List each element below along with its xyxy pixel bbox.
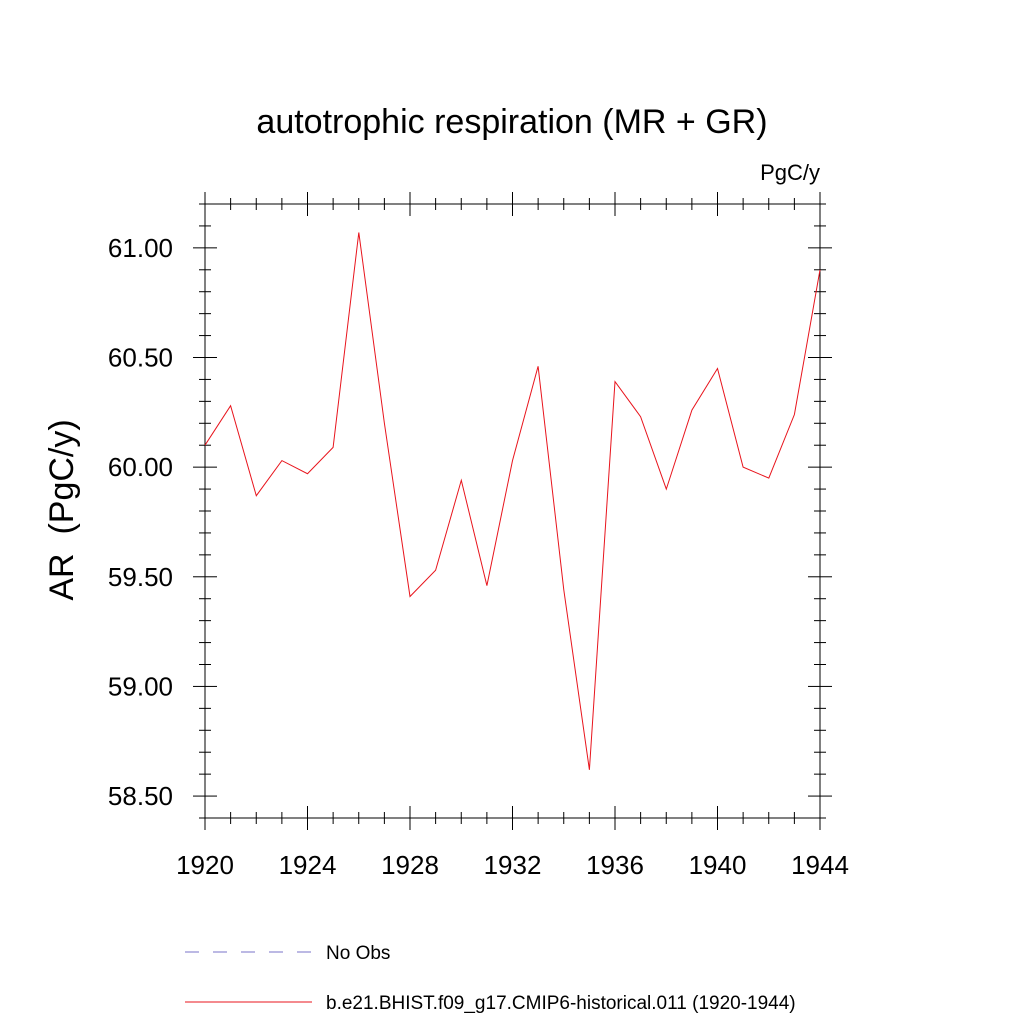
chart-title: autotrophic respiration (MR + GR) xyxy=(256,103,767,141)
plot-frame xyxy=(204,203,821,819)
y-tick-label: 58.50 xyxy=(108,781,173,811)
x-tick-label: 1932 xyxy=(484,850,542,880)
data-point xyxy=(460,479,463,482)
x-tick-label: 1940 xyxy=(689,850,747,880)
data-point xyxy=(204,444,207,447)
data-point xyxy=(511,459,514,462)
series-line xyxy=(204,232,821,770)
legend-label: No Obs xyxy=(326,943,390,964)
data-point xyxy=(588,768,591,771)
data-point xyxy=(793,413,796,416)
x-tick-label: 1924 xyxy=(279,850,337,880)
data-point xyxy=(409,595,412,598)
y-tick-label: 59.00 xyxy=(108,671,173,701)
data-point xyxy=(690,409,693,412)
x-tick-label: 1928 xyxy=(381,850,439,880)
data-point xyxy=(562,588,565,591)
data-point xyxy=(742,466,745,469)
y-tick-label: 59.50 xyxy=(108,562,173,592)
legend-label: b.e21.BHIST.f09_g17.CMIP6-historical.011… xyxy=(326,993,796,1014)
x-tick-label: 1936 xyxy=(586,850,644,880)
series-layer xyxy=(204,231,822,771)
axis-ticks xyxy=(193,192,832,830)
data-point xyxy=(537,365,540,368)
data-point xyxy=(665,488,668,491)
data-point xyxy=(434,569,437,572)
y-tick-label: 60.50 xyxy=(108,343,173,373)
legend: No Obs b.e21.BHIST.f09_g17.CMIP6-historic… xyxy=(185,943,796,1014)
data-point xyxy=(614,380,617,383)
data-point xyxy=(357,231,360,234)
data-point xyxy=(280,459,283,462)
data-point xyxy=(819,268,822,271)
x-tick-label: 1920 xyxy=(176,850,234,880)
y-tick-label: 60.00 xyxy=(108,452,173,482)
y-tick-label: 61.00 xyxy=(108,233,173,263)
data-point xyxy=(639,415,642,418)
data-point xyxy=(485,584,488,587)
data-point xyxy=(767,477,770,480)
data-point xyxy=(383,422,386,425)
x-tick-label: 1944 xyxy=(791,850,849,880)
y-axis-label: AR (PgC/y) xyxy=(43,419,81,600)
data-point xyxy=(716,367,719,370)
units-label: PgC/y xyxy=(760,160,820,185)
data-point xyxy=(255,494,258,497)
axis-tick-labels: 1920 1924 1928 1932 1936 1940 1944 58.50 59.00 59… xyxy=(108,233,849,880)
data-point xyxy=(306,472,309,475)
data-point xyxy=(332,446,335,449)
data-point xyxy=(229,404,232,407)
